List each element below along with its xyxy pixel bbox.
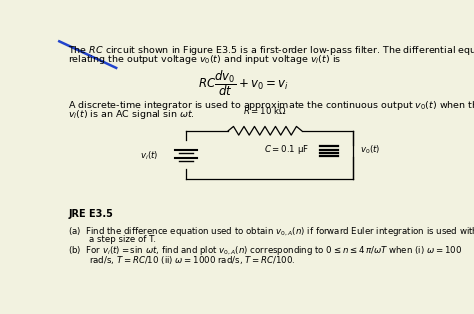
Text: $v_0(t)$: $v_0(t)$	[360, 143, 380, 156]
Text: A discrete-time integrator is used to approximate the continuous output $v_0(t)$: A discrete-time integrator is used to ap…	[68, 99, 474, 112]
Text: rad/s, $T = RC/10$ (ii) $\omega = 1000$ rad/s, $T = RC/100$.: rad/s, $T = RC/10$ (ii) $\omega = 1000$ …	[90, 254, 296, 266]
Text: (a)  Find the difference equation used to obtain $v_{0,A}(n)$ if forward Euler i: (a) Find the difference equation used to…	[68, 225, 474, 238]
Text: relating the output voltage $v_0(t)$ and input voltage $v_i(t)$ is: relating the output voltage $v_0(t)$ and…	[68, 53, 342, 66]
Text: a step size of T.: a step size of T.	[90, 235, 156, 244]
Text: $v_i(t)$ is an AC signal sin $\omega t$.: $v_i(t)$ is an AC signal sin $\omega t$.	[68, 108, 195, 121]
Text: $C = 0.1\ \mathrm{\mu F}$: $C = 0.1\ \mathrm{\mu F}$	[264, 143, 309, 156]
Text: JRE E3.5: JRE E3.5	[68, 209, 113, 219]
Text: $R = 10\ \mathrm{k\Omega}$: $R = 10\ \mathrm{k\Omega}$	[243, 105, 287, 116]
Text: $v_i(t)$: $v_i(t)$	[140, 149, 158, 162]
Text: The $\it{RC}$ circuit shown in Figure E3.5 is a first-order low-pass filter. The: The $\it{RC}$ circuit shown in Figure E3…	[68, 44, 474, 57]
Text: (b)  For $v_i(t) = \sin\,\omega t$, find and plot $v_{0,A}(n)$ corresponding to : (b) For $v_i(t) = \sin\,\omega t$, find …	[68, 244, 463, 257]
Text: $\mathit{RC}\dfrac{dv_0}{dt} + v_0 = v_i$: $\mathit{RC}\dfrac{dv_0}{dt} + v_0 = v_i…	[198, 68, 288, 98]
